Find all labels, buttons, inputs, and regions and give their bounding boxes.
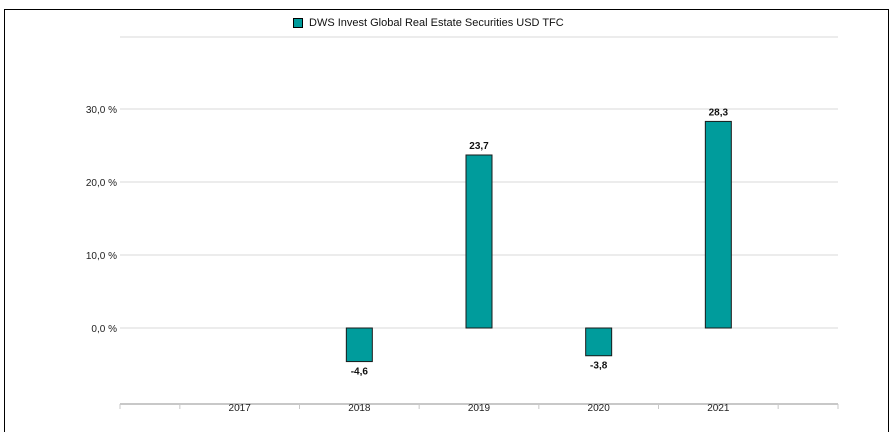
bar-2018 (345, 327, 373, 363)
x-tick-label-2021: 2021 (707, 403, 730, 414)
x-tick-label-2019: 2019 (468, 403, 491, 414)
data-label-2018: -4,6 (351, 367, 369, 378)
chart-frame (4, 9, 889, 432)
y-tick-label-0: 0,0 % (91, 324, 117, 335)
bar-2020 (585, 327, 613, 357)
legend-label: DWS Invest Global Real Estate Securities… (309, 17, 564, 29)
y-tick-label-2: 20,0 % (86, 178, 117, 189)
x-tick-label-2020: 2020 (588, 403, 611, 414)
x-tick-label-2017: 2017 (229, 403, 252, 414)
legend-swatch (293, 18, 303, 28)
x-tick-label-2018: 2018 (348, 403, 371, 414)
y-tick-label-3: 30,0 % (86, 105, 117, 116)
bar-2019 (465, 154, 493, 329)
y-tick-label-1: 10,0 % (86, 251, 117, 262)
legend: DWS Invest Global Real Estate Securities… (293, 16, 564, 30)
data-label-2020: -3,8 (590, 361, 608, 372)
data-label-2021: 28,3 (709, 107, 729, 118)
data-label-2019: 23,7 (469, 141, 489, 152)
bar-2021 (704, 120, 732, 329)
